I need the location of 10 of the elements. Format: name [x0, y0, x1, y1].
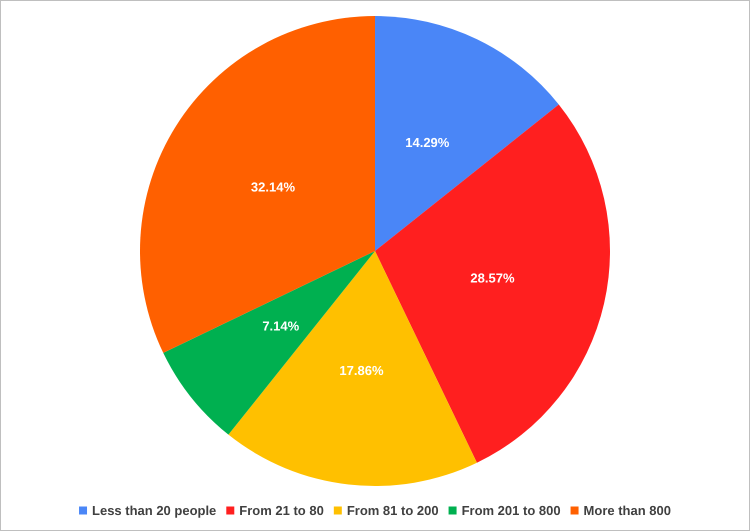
legend-label: More than 800 — [584, 503, 671, 518]
legend-label: From 21 to 80 — [239, 503, 324, 518]
data-label: 17.86% — [339, 363, 384, 378]
data-label: 7.14% — [262, 318, 300, 334]
data-label: 28.57% — [470, 270, 515, 286]
data-label: 32.14% — [250, 179, 296, 194]
legend-label: From 81 to 200 — [346, 503, 439, 518]
data-label: 14.29% — [405, 134, 450, 150]
legend-label: From 201 to 800 — [462, 503, 561, 518]
legend-label: Less than 20 people — [92, 503, 216, 518]
